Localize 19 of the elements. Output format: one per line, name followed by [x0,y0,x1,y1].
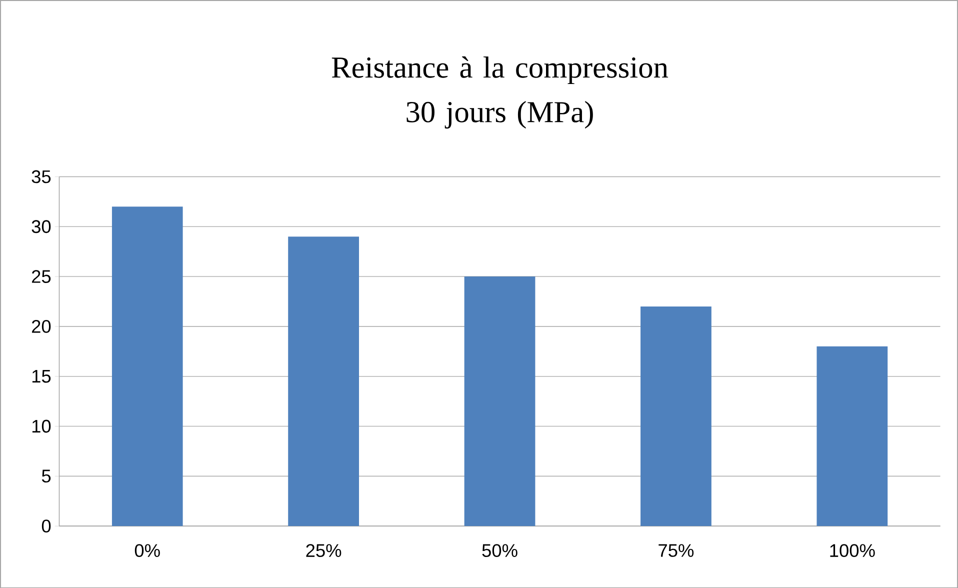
x-tick-label: 0% [134,544,160,557]
bar [112,206,183,526]
bar [640,306,712,526]
y-tick-label: 25 [32,270,51,283]
y-tick-label: 15 [32,370,51,383]
x-tick-label: 100% [830,544,875,557]
y-tick-label: 20 [32,320,51,333]
bar [464,276,536,526]
bar [288,236,359,526]
y-tick-label: 5 [42,470,51,482]
y-tick-label: 10 [32,420,51,433]
y-tick-label: 0 [42,519,51,532]
y-tick-label: 35 [32,170,51,183]
x-tick-label: 75% [658,544,694,557]
x-tick-label: 50% [482,544,518,557]
y-tick-label: 30 [32,220,51,233]
bar [816,346,888,526]
x-tick-label: 25% [306,544,342,557]
chart-title: Reistance à la compression 30 jours (MPa) [332,56,668,128]
